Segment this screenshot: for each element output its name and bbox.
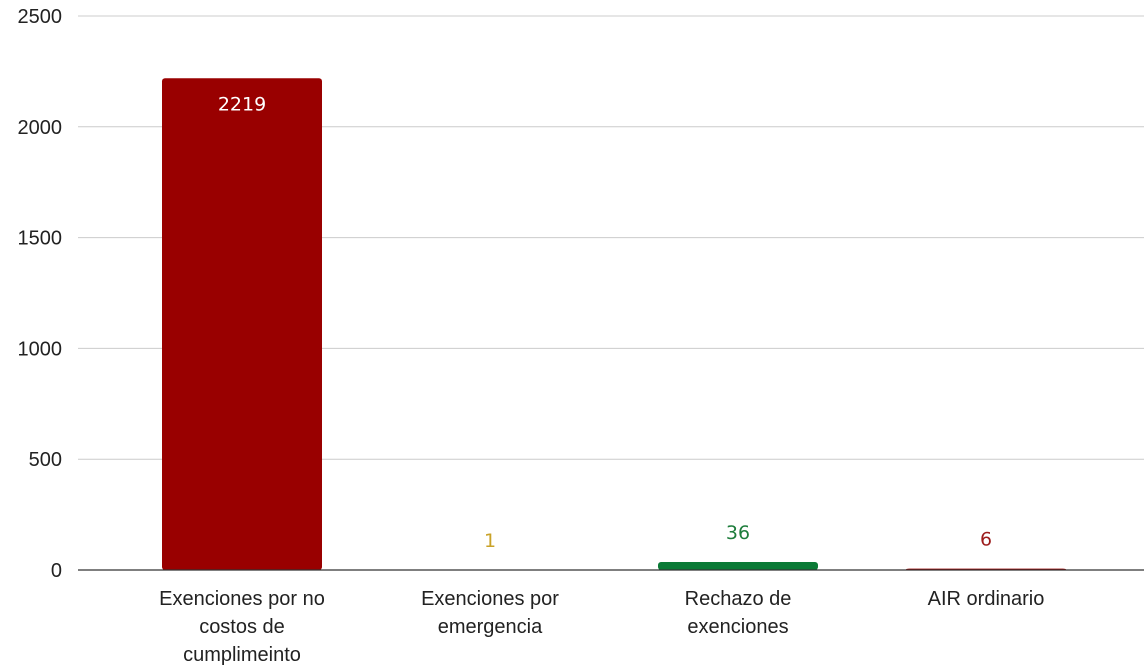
data-label: 36 [726, 522, 750, 544]
y-tick-label: 0 [51, 560, 62, 582]
y-tick-label: 1000 [18, 338, 63, 360]
data-label: 2219 [218, 93, 266, 115]
category-label: Rechazo de [685, 588, 792, 610]
y-tick-label: 2000 [18, 117, 63, 139]
category-label: emergencia [438, 616, 543, 638]
bar [162, 78, 322, 571]
category-label: exenciones [687, 616, 788, 638]
category-label: costos de [199, 616, 285, 638]
category-label: Exenciones por no [159, 588, 325, 610]
category-label: AIR ordinario [928, 588, 1045, 610]
category-label: Exenciones por [421, 588, 559, 610]
category-label: cumplimeinto [183, 644, 301, 666]
y-tick-label: 2500 [18, 6, 63, 28]
x-axis-categories: Exenciones por no costos de cumplimeinto Ex… [159, 588, 1044, 666]
bar [658, 562, 818, 570]
data-label: 1 [484, 530, 496, 552]
data-labels: 2219 1 36 6 [218, 93, 992, 552]
bars [162, 78, 1066, 571]
y-tick-label: 500 [29, 449, 62, 471]
y-tick-label: 1500 [18, 228, 63, 250]
y-axis-ticks: 0 500 1000 1500 2000 2500 [18, 6, 63, 582]
data-label: 6 [980, 529, 992, 551]
